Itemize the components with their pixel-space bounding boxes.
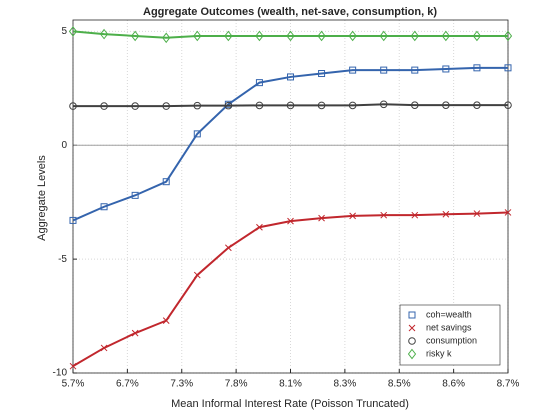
legend-box	[399, 304, 501, 366]
marker	[162, 317, 170, 324]
marker	[380, 66, 388, 74]
marker	[349, 66, 357, 74]
marker	[318, 214, 325, 222]
marker	[503, 30, 513, 42]
marker	[411, 66, 419, 74]
marker	[255, 101, 264, 110]
marker	[287, 73, 294, 81]
legend-label: consumption	[426, 335, 477, 345]
marker	[131, 329, 139, 337]
marker	[193, 30, 202, 42]
marker	[131, 102, 139, 110]
marker	[442, 65, 450, 73]
series-line	[72, 66, 508, 222]
marker	[224, 30, 233, 42]
marker	[256, 223, 263, 231]
marker	[380, 211, 388, 219]
y-axis-label: Aggregate Levels	[36, 155, 48, 241]
marker	[379, 100, 388, 109]
legend: coh=wealth net savings consumption risky k	[399, 304, 501, 366]
marker	[255, 79, 263, 87]
marker	[504, 101, 512, 109]
x-tick-label: 7.3%	[170, 379, 193, 390]
y-tick-label: -5	[58, 254, 67, 265]
marker	[348, 30, 357, 42]
x-tick-label: 5.7%	[62, 379, 85, 390]
marker	[100, 203, 108, 211]
marker	[255, 30, 264, 42]
marker	[318, 70, 326, 78]
y-tick-label: 5	[61, 26, 67, 37]
chart-title: Aggregate Outcomes (wealth, net-save, co…	[143, 6, 437, 18]
marker	[131, 30, 140, 42]
marker	[162, 178, 170, 186]
marker	[162, 102, 171, 110]
marker	[162, 32, 171, 44]
series-line	[73, 103, 508, 108]
plot-frame	[72, 19, 509, 374]
marker	[193, 271, 201, 279]
x-tick-label: 6.7%	[116, 379, 139, 390]
marker	[441, 30, 450, 42]
marker	[442, 210, 450, 218]
legend-label: risky k	[426, 348, 452, 358]
marker	[287, 217, 294, 225]
marker	[99, 28, 109, 40]
marker	[410, 101, 419, 109]
marker	[193, 130, 201, 138]
marker	[193, 101, 202, 110]
marker	[131, 191, 139, 199]
legend-label: net savings	[426, 322, 472, 332]
marker	[69, 362, 77, 370]
marker	[224, 101, 233, 110]
legend-label: coh=wealth	[426, 309, 472, 319]
marker	[472, 30, 482, 42]
marker	[442, 101, 450, 109]
marker	[100, 102, 108, 110]
marker	[286, 101, 295, 110]
marker	[286, 30, 295, 42]
legend-marker	[408, 324, 416, 332]
series-line	[72, 30, 508, 39]
marker	[348, 101, 357, 110]
x-tick-label: 8.1%	[279, 379, 302, 390]
marker	[410, 30, 419, 42]
legend-marker	[408, 311, 416, 319]
marker	[473, 101, 481, 109]
x-tick-label: 8.6%	[442, 379, 465, 390]
marker	[225, 244, 232, 252]
y-tick-label: 0	[61, 140, 67, 151]
marker	[69, 216, 77, 224]
legend-marker	[408, 337, 416, 345]
marker	[473, 210, 481, 217]
y-tick-label: -10	[53, 368, 68, 379]
x-tick-label: 7.8%	[225, 379, 248, 390]
x-tick-label: 8.7%	[497, 379, 520, 390]
x-axis-label: Mean Informal Interest Rate (Poisson Tru…	[171, 398, 409, 410]
marker	[69, 102, 77, 110]
marker	[504, 64, 512, 72]
x-tick-label: 8.3%	[333, 379, 356, 390]
legend-marker	[407, 348, 417, 360]
marker	[349, 212, 356, 220]
marker	[379, 30, 388, 42]
marker	[411, 211, 419, 219]
marker	[317, 30, 326, 42]
marker	[504, 209, 512, 216]
marker	[473, 64, 481, 72]
marker	[317, 101, 326, 110]
marker	[100, 344, 108, 352]
x-tick-label: 8.5%	[388, 379, 411, 390]
marker	[68, 26, 78, 37]
